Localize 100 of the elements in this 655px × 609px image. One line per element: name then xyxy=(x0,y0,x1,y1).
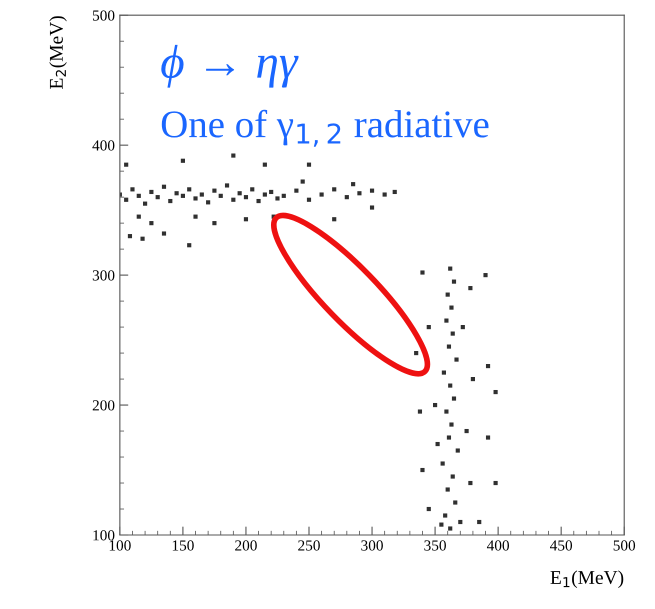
point xyxy=(436,442,440,446)
point xyxy=(433,402,438,408)
point xyxy=(244,195,248,200)
point xyxy=(468,286,472,290)
point xyxy=(320,192,324,197)
point xyxy=(454,357,459,362)
point xyxy=(218,194,223,198)
point xyxy=(446,292,450,297)
point xyxy=(477,520,482,524)
point xyxy=(414,351,418,356)
point xyxy=(420,468,425,472)
point xyxy=(494,390,498,394)
point xyxy=(262,192,267,197)
point xyxy=(443,513,448,518)
point xyxy=(149,190,154,194)
point xyxy=(486,435,490,440)
point xyxy=(238,191,242,196)
point xyxy=(187,243,192,248)
point xyxy=(174,191,179,196)
point xyxy=(456,448,460,453)
point xyxy=(392,190,397,194)
point xyxy=(156,195,160,200)
y-tick-label: 300 xyxy=(92,270,114,281)
point xyxy=(140,236,145,241)
point xyxy=(250,187,254,192)
point xyxy=(442,370,446,375)
point xyxy=(306,162,312,167)
point xyxy=(439,522,444,527)
point xyxy=(448,526,452,531)
x-tick-label: 100 xyxy=(110,540,131,551)
point xyxy=(382,192,387,197)
point xyxy=(128,234,132,238)
x-tick-label: 400 xyxy=(486,540,510,551)
point xyxy=(180,158,185,163)
point xyxy=(418,409,422,414)
point xyxy=(444,318,449,323)
point xyxy=(180,194,185,198)
annotation: One of γ$_{1,2}$ radiative xyxy=(162,110,488,147)
point xyxy=(458,520,462,524)
point xyxy=(300,179,305,184)
x-axis-title: E$_{1}$(MeV) xyxy=(550,570,624,588)
point xyxy=(269,190,274,194)
point xyxy=(136,194,141,198)
point xyxy=(446,487,450,492)
point xyxy=(351,182,356,186)
point xyxy=(200,192,204,197)
x-tick-label: 300 xyxy=(361,540,383,551)
point xyxy=(193,196,198,201)
x-tick-label: 500 xyxy=(614,540,636,551)
point xyxy=(224,183,230,188)
point xyxy=(130,187,135,192)
point xyxy=(370,188,374,193)
point xyxy=(332,187,336,192)
point xyxy=(468,480,472,486)
x-tick-label: 450 xyxy=(550,540,572,551)
point xyxy=(282,194,286,198)
point xyxy=(448,266,452,271)
point xyxy=(231,198,236,202)
point xyxy=(136,214,141,219)
point xyxy=(244,217,248,222)
point xyxy=(306,198,312,202)
point xyxy=(206,200,210,204)
point xyxy=(193,214,198,219)
point xyxy=(168,198,172,204)
point xyxy=(440,461,445,466)
point xyxy=(124,198,128,202)
point xyxy=(162,231,166,236)
point xyxy=(294,188,298,193)
point xyxy=(452,396,456,401)
point xyxy=(464,428,469,434)
point xyxy=(449,306,454,310)
point xyxy=(420,270,425,275)
point xyxy=(143,202,148,206)
point xyxy=(470,376,475,382)
point xyxy=(162,184,166,189)
x-tick-label: 200 xyxy=(235,540,257,551)
x-tick-label: 250 xyxy=(298,540,320,551)
y-tick-label: 400 xyxy=(92,140,114,151)
point xyxy=(275,196,280,201)
point xyxy=(494,480,498,486)
point xyxy=(453,500,458,505)
point xyxy=(426,325,431,330)
y-tick-label: 100 xyxy=(93,530,114,540)
point xyxy=(450,474,455,479)
point xyxy=(446,344,452,349)
point xyxy=(450,332,455,336)
point xyxy=(262,162,267,167)
y-tick-label: 200 xyxy=(92,400,114,411)
point xyxy=(231,153,236,158)
point xyxy=(149,221,154,226)
point xyxy=(460,325,465,330)
annotation: ϕ → ηγ xyxy=(161,44,299,88)
point xyxy=(448,383,452,388)
y-tick-label: 500 xyxy=(92,10,114,21)
x-tick-label: 350 xyxy=(424,540,446,551)
point xyxy=(486,364,490,368)
point xyxy=(444,409,449,414)
point xyxy=(124,162,128,167)
point xyxy=(446,435,452,440)
point xyxy=(452,280,456,284)
